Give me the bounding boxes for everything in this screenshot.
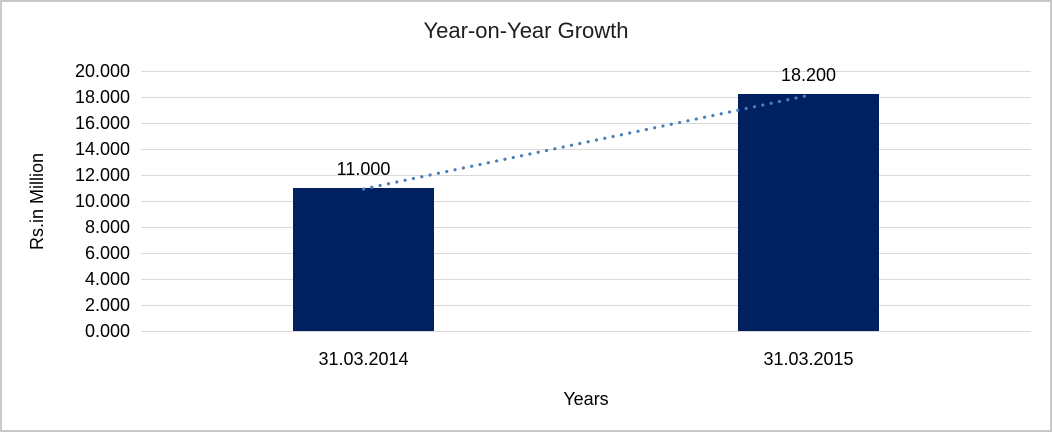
y-tick-label: 16.000	[74, 113, 130, 133]
gridline	[141, 253, 1031, 254]
gridline	[141, 97, 1031, 98]
bar	[293, 188, 434, 331]
y-tick-label: 0.000	[84, 321, 130, 341]
x-category-label: 31.03.2014	[318, 349, 409, 369]
y-tick-label: 8.000	[84, 217, 130, 237]
x-category-label: 31.03.2015	[763, 349, 854, 369]
y-tick-label: 18.000	[74, 87, 130, 107]
bar-data-label: 11.000	[336, 159, 391, 179]
gridline	[141, 201, 1031, 202]
y-tick-label: 14.000	[74, 139, 130, 159]
gridline	[141, 175, 1031, 176]
bar	[738, 94, 879, 331]
y-tick-label: 2.000	[84, 295, 130, 315]
y-tick-label: 20.000	[74, 61, 130, 81]
y-tick-label: 10.000	[74, 191, 130, 211]
y-tick-label: 12.000	[74, 165, 130, 185]
bar-data-label: 18.200	[780, 65, 837, 86]
chart-title: Year-on-Year Growth	[423, 18, 629, 43]
y-tick-label: 6.000	[84, 243, 130, 263]
gridline	[141, 279, 1031, 280]
plot-area: 11.000 18.200	[141, 65, 1031, 332]
gridline	[141, 331, 1031, 332]
gridline	[141, 71, 1031, 72]
gridline	[141, 123, 1031, 124]
gridline	[141, 227, 1031, 228]
gridline	[141, 305, 1031, 306]
y-tick-label: 4.000	[84, 269, 130, 289]
x-axis-title: Years	[563, 389, 609, 409]
gridline	[141, 149, 1031, 150]
